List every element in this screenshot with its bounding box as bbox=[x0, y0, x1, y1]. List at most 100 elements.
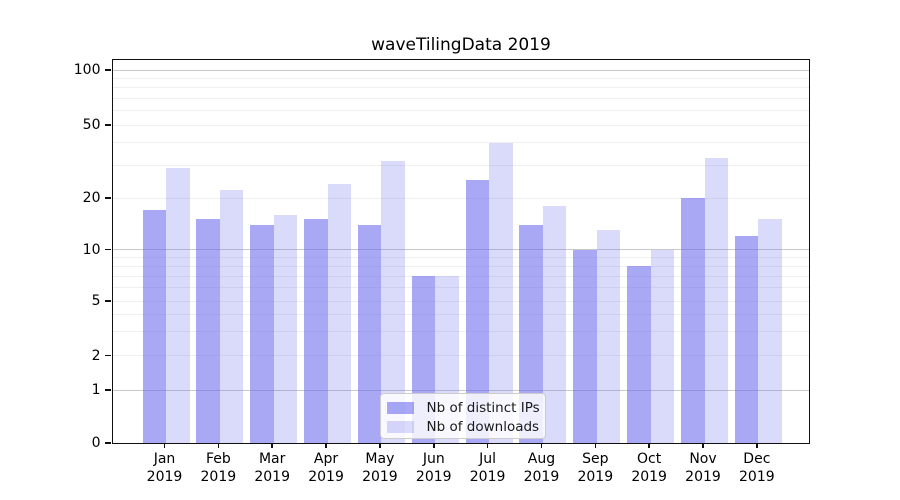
minor-gridline bbox=[112, 142, 809, 144]
bar-distinct-ips bbox=[304, 219, 328, 443]
x-tick-label-month: Aug bbox=[527, 451, 556, 467]
bar-downloads bbox=[166, 168, 190, 443]
x-tick-label-month: Sep bbox=[582, 451, 609, 467]
y-tick-mark bbox=[104, 389, 111, 391]
bar-downloads bbox=[489, 142, 513, 443]
y-tick-mark bbox=[104, 248, 111, 251]
legend-label: Nb of distinct IPs bbox=[426, 400, 540, 416]
bar-distinct-ips bbox=[357, 224, 382, 443]
x-tick-label-year: 2019 bbox=[146, 468, 183, 485]
x-tick-label: Oct 2019 bbox=[619, 451, 679, 486]
bar-downloads bbox=[273, 214, 298, 443]
x-tick-label-month: Dec bbox=[743, 451, 771, 467]
minor-gridline bbox=[112, 355, 809, 356]
y-tick-label: 0 bbox=[91, 434, 101, 451]
x-tick-label-month: Jul bbox=[479, 451, 497, 467]
minor-gridline bbox=[112, 300, 809, 302]
x-tick-label-month: Jun bbox=[422, 451, 445, 467]
bar-downloads bbox=[327, 183, 352, 443]
major-gridline bbox=[112, 69, 809, 71]
minor-gridline bbox=[112, 197, 809, 199]
x-tick-mark bbox=[486, 443, 489, 448]
x-tick-label-year: 2019 bbox=[739, 468, 775, 485]
bar-downloads bbox=[219, 190, 244, 443]
legend-item: Nb of downloads bbox=[386, 418, 540, 437]
x-tick-mark bbox=[594, 443, 597, 448]
bar-distinct-ips bbox=[519, 224, 543, 443]
y-tick-label: 20 bbox=[82, 190, 101, 206]
x-tick-label: Aug 2019 bbox=[511, 451, 571, 486]
major-gridline bbox=[112, 249, 809, 250]
x-tick-label-year: 2019 bbox=[308, 468, 344, 485]
bar-distinct-ips bbox=[250, 224, 274, 443]
minor-gridline bbox=[112, 265, 809, 267]
y-tick-mark bbox=[104, 300, 111, 302]
plot-area: 100 50 20 10 5 2 1 0 Jan 2019 Feb 2019 Mar 2019 Apr 201… bbox=[74, 59, 810, 485]
y-tick-mark bbox=[104, 197, 111, 199]
minor-gridline bbox=[112, 87, 809, 89]
bar-distinct-ips bbox=[573, 249, 597, 443]
x-tick-label-month: Mar bbox=[258, 451, 286, 467]
x-tick-label: Apr 2019 bbox=[296, 451, 356, 486]
minor-gridline bbox=[112, 330, 809, 332]
y-tick-label: 50 bbox=[82, 117, 101, 134]
legend-label: Nb of downloads bbox=[426, 419, 540, 435]
x-tick-mark bbox=[325, 443, 327, 448]
bar-downloads bbox=[758, 219, 782, 443]
minor-gridline bbox=[112, 256, 809, 258]
legend-swatch-distinct-ips bbox=[386, 401, 414, 415]
y-tick-label: 100 bbox=[73, 62, 101, 79]
bar-downloads bbox=[381, 160, 405, 443]
y-tick-mark bbox=[104, 69, 111, 71]
x-tick-mark bbox=[540, 443, 543, 448]
y-tick-label: 1 bbox=[91, 382, 101, 398]
bar-distinct-ips bbox=[627, 266, 651, 443]
x-tick-label-year: 2019 bbox=[415, 468, 452, 485]
legend: Nb of distinct IPs Nb of downloads bbox=[379, 393, 546, 439]
x-tick-mark bbox=[379, 443, 381, 448]
legend-swatch-downloads bbox=[386, 420, 414, 434]
x-tick-label: Sep 2019 bbox=[565, 451, 625, 486]
bar-downloads bbox=[542, 205, 567, 443]
x-tick-label-year: 2019 bbox=[631, 468, 667, 485]
x-tick-label: Nov 2019 bbox=[673, 451, 733, 486]
x-tick-mark bbox=[217, 443, 220, 448]
bar-distinct-ips bbox=[734, 235, 759, 443]
x-tick-label-year: 2019 bbox=[254, 468, 290, 485]
x-tick-label: Mar 2019 bbox=[242, 451, 302, 486]
x-tick-label-year: 2019 bbox=[469, 468, 506, 485]
x-tick-label: Dec 2019 bbox=[727, 451, 787, 486]
minor-gridline bbox=[112, 78, 809, 80]
x-tick-label-month: Feb bbox=[205, 451, 231, 467]
legend-item: Nb of distinct IPs bbox=[386, 399, 540, 418]
y-tick-mark bbox=[104, 442, 111, 444]
bar-distinct-ips bbox=[681, 198, 705, 443]
x-tick-mark bbox=[432, 443, 435, 448]
chart-title: waveTilingData 2019 bbox=[371, 35, 551, 55]
minor-gridline bbox=[112, 165, 809, 167]
x-tick-label: Feb 2019 bbox=[188, 451, 248, 486]
major-gridline bbox=[112, 389, 809, 391]
minor-gridline bbox=[112, 110, 809, 112]
bar-downloads bbox=[596, 230, 621, 443]
minor-gridline bbox=[112, 124, 809, 126]
x-tick-mark bbox=[756, 443, 758, 448]
minor-gridline bbox=[112, 287, 809, 289]
x-tick-label: Jul 2019 bbox=[458, 451, 518, 486]
y-tick-label: 2 bbox=[91, 347, 101, 364]
x-tick-mark bbox=[702, 443, 704, 448]
y-tick-mark bbox=[104, 354, 111, 357]
x-tick-label-month: Jan bbox=[153, 451, 176, 467]
minor-gridline bbox=[112, 313, 809, 315]
x-tick-label-month: May bbox=[365, 451, 395, 467]
x-tick-label-month: Apr bbox=[313, 451, 339, 467]
minor-gridline bbox=[112, 98, 809, 99]
x-tick-mark bbox=[163, 443, 166, 448]
y-tick-label: 5 bbox=[91, 293, 101, 310]
x-tick-label-year: 2019 bbox=[362, 468, 398, 485]
x-tick-label-year: 2019 bbox=[523, 468, 560, 485]
x-tick-label-year: 2019 bbox=[685, 468, 721, 485]
minor-gridline bbox=[112, 275, 809, 277]
bar-distinct-ips bbox=[142, 210, 166, 443]
bar-downloads bbox=[704, 158, 728, 443]
